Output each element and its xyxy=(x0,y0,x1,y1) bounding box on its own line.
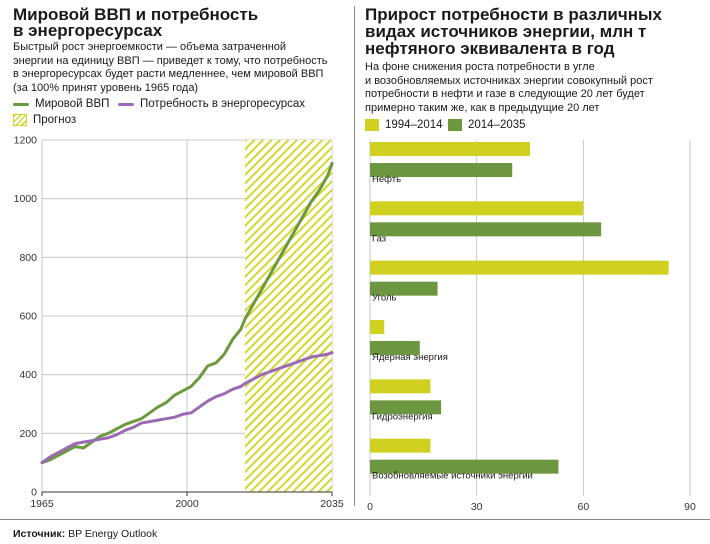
category-label: Уголь xyxy=(372,293,396,304)
legend-2014-2035-swatch xyxy=(448,119,462,131)
left-panel: Мировой ВВП и потребность в энергоресурс… xyxy=(0,0,350,520)
x-tick-label: 2000 xyxy=(175,498,199,510)
source-label: Источник: xyxy=(13,528,66,540)
right-subtitle-line: и возобновляемых источниках энергии сово… xyxy=(365,74,653,87)
x-tick-label: 60 xyxy=(577,501,589,513)
left-subtitle-line: энергии на единицу ВВП — приведет к тому… xyxy=(13,54,328,67)
bar-2014-2035 xyxy=(370,163,513,177)
right-title-line1: Прирост потребности в различных xyxy=(365,5,662,24)
right-panel: Прирост потребности в различных видах ис… xyxy=(360,0,710,520)
legend-2014-2035-label: 2014–2035 xyxy=(468,119,526,131)
bar-1994-2014 xyxy=(370,201,584,216)
bar-1994-2014 xyxy=(370,379,431,394)
x-tick-label: 1965 xyxy=(30,498,54,510)
x-tick-label: 90 xyxy=(684,501,696,513)
footer-divider xyxy=(0,519,710,520)
category-label: Гидроэнергия xyxy=(372,411,433,422)
x-tick-label: 30 xyxy=(471,501,483,513)
bar-chart: Нефть Газ Уголь Ядерная энергия Гидроэнергия… xyxy=(367,140,696,513)
right-subtitle-line: На фоне снижения роста потребности в угл… xyxy=(365,61,595,73)
category-label: Газ xyxy=(372,233,386,244)
bar-2014-2035 xyxy=(370,400,442,415)
y-tick-label: 1000 xyxy=(14,193,38,205)
right-subtitle-line: примерно таким же, как в предыдущие 20 л… xyxy=(365,101,600,114)
category-label: Нефть xyxy=(372,174,401,185)
x-tick-label: 0 xyxy=(367,501,373,513)
bar-1994-2014 xyxy=(370,260,669,275)
bar-2014-2035 xyxy=(370,281,438,296)
source-text: BP Energy Outlook xyxy=(68,528,158,540)
bar-2014-2035 xyxy=(370,222,602,237)
y-tick-label: 0 xyxy=(31,487,37,499)
legend-forecast-swatch xyxy=(13,114,27,126)
legend-gdp-label: Мировой ВВП xyxy=(35,98,110,110)
bar-1994-2014 xyxy=(370,142,530,156)
right-subtitle-line: потребности в нефти и газе в следующие 2… xyxy=(365,88,645,100)
right-title-line3: нефтяного эквивалента в год xyxy=(365,39,615,58)
energy-series-line xyxy=(40,351,334,465)
line-chart: 0 200 400 600 800 1000 1200 1965 2000 2035 xyxy=(14,135,344,511)
bar-2014-2035 xyxy=(370,341,420,355)
right-title-line2: видах источников энергии, млн т xyxy=(365,22,647,41)
left-title-line2: в энергоресурсах xyxy=(13,21,163,40)
left-title-line1: Мировой ВВП и потребность xyxy=(13,5,259,24)
legend-2014-2035: 2014–2035 xyxy=(448,118,526,132)
legend-forecast: Прогноз xyxy=(13,113,76,127)
legend-energy-label: Потребность в энергоресурсах xyxy=(140,98,305,110)
legend-energy: Потребность в энергоресурсах xyxy=(118,97,305,111)
y-tick-label: 1200 xyxy=(14,135,38,147)
left-subtitle-line: в энергоресурсах будет расти медленнее, … xyxy=(13,68,324,80)
bar-2014-2035 xyxy=(370,459,559,474)
y-tick-label: 400 xyxy=(19,369,37,381)
legend-forecast-label: Прогноз xyxy=(33,114,77,126)
panel-divider xyxy=(354,6,355,506)
legend-gdp: Мировой ВВП xyxy=(13,97,109,111)
legend-gdp-swatch xyxy=(13,102,29,106)
y-tick-label: 600 xyxy=(19,311,37,323)
forecast-region xyxy=(245,140,332,492)
legend-energy-swatch xyxy=(118,102,134,106)
source-note: Источник: BP Energy Outlook xyxy=(13,528,157,540)
legend-1994-2014-swatch xyxy=(365,119,379,131)
x-tick-label: 2035 xyxy=(320,498,344,510)
bar-1994-2014 xyxy=(370,438,431,453)
left-subtitle-line: (за 100% принят уровень 1965 года) xyxy=(13,81,199,94)
y-tick-label: 800 xyxy=(19,252,37,264)
y-tick-label: 200 xyxy=(19,428,37,440)
left-subtitle: Быстрый рост энергоемкости — объема затр… xyxy=(13,41,327,95)
legend-1994-2014-label: 1994–2014 xyxy=(385,119,443,131)
bar-1994-2014 xyxy=(370,320,385,334)
right-subtitle: На фоне снижения роста потребности в угл… xyxy=(365,61,653,115)
category-label: Возобновляемые источники энергии xyxy=(372,471,533,482)
left-subtitle-line: Быстрый рост энергоемкости — объема затр… xyxy=(13,41,287,53)
category-label: Ядерная энергия xyxy=(372,352,448,363)
legend-1994-2014: 1994–2014 xyxy=(365,118,443,132)
